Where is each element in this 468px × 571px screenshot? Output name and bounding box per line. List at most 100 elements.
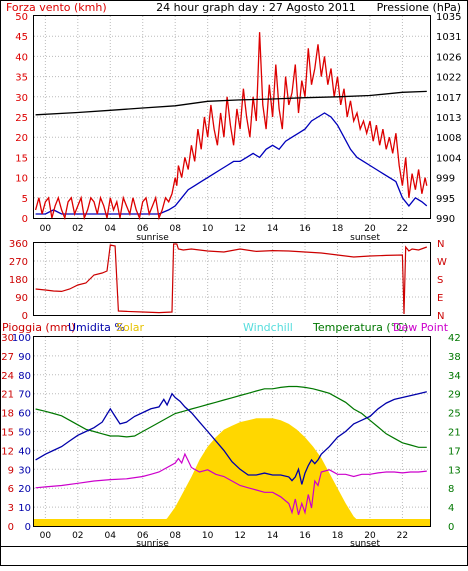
rain-tick-label: 0 — [8, 522, 14, 533]
temperature-tick-label: 8 — [448, 484, 454, 495]
wind-tick-label: 15 — [15, 153, 28, 164]
direction-degree-label: 90 — [15, 293, 28, 304]
humidity-tick-label: 70 — [18, 390, 31, 401]
weather-x-tick-label: 10 — [202, 531, 214, 541]
weather-x-tick-label: 20 — [364, 531, 376, 541]
dewpoint-line — [35, 452, 427, 515]
wind-tick-label: 35 — [15, 73, 28, 84]
humidity-line — [35, 391, 427, 485]
wind-x-tick-label: 14 — [267, 224, 279, 234]
weather-x-tick-label: 14 — [267, 531, 279, 541]
pressure-tick-label: 1008 — [436, 133, 461, 144]
wind-x-tick-label: 10 — [202, 224, 214, 234]
wind-x-tick-label: 08 — [169, 224, 181, 234]
rain-tick-label: 18 — [1, 409, 14, 420]
rain-tick-label: 30 — [1, 333, 14, 344]
direction-degree-label: 0 — [22, 311, 28, 322]
humidity-tick-label: 90 — [18, 352, 31, 363]
humidity-tick-label: 100 — [12, 333, 31, 344]
humidity-tick-label: 10 — [18, 503, 31, 514]
weather-x-tick-label: 12 — [234, 531, 245, 541]
wind-speed-line — [34, 32, 428, 221]
weather-x-tick-label: 22 — [397, 531, 408, 541]
rain-tick-label: 21 — [1, 390, 14, 401]
temperature-line — [35, 385, 427, 448]
humidity-tick-label: 80 — [18, 371, 31, 382]
weather-x-tick-label: 02 — [72, 531, 83, 541]
humidity-tick-label: 60 — [18, 409, 31, 420]
pressure-tick-label: 999 — [436, 174, 455, 185]
direction-compass-label: N — [437, 239, 444, 250]
wind-x-tick-label: 06 — [137, 224, 149, 234]
humidity-tick-label: 50 — [18, 428, 31, 439]
wind-x-tick-label: 16 — [299, 224, 311, 234]
direction-compass-label: W — [437, 257, 447, 268]
temperature-tick-label: 13 — [448, 465, 461, 476]
humidity-tick-label: 40 — [18, 446, 31, 457]
wind-tick-label: 50 — [15, 12, 28, 23]
solar-area — [152, 418, 366, 526]
wind-axis-title: Forza vento (kmh) — [6, 1, 107, 14]
sunrise-label-weather: sunrise — [136, 539, 169, 549]
chart-title: 24 hour graph day : 27 Agosto 2011 — [156, 1, 356, 14]
wind-x-tick-label: 20 — [364, 224, 376, 234]
direction-compass-label: S — [437, 275, 443, 286]
temperature-tick-label: 25 — [448, 409, 461, 420]
temperature-tick-label: 0 — [448, 522, 454, 533]
sunset-label-weather: sunset — [350, 539, 380, 549]
legend-windchill: Windchill — [243, 321, 293, 334]
rain-tick-label: 6 — [8, 484, 14, 495]
wind-x-ticks: 00 02 04 06 08 10 12 14 16 18 20 22 — [40, 224, 409, 234]
wind-tick-label: 20 — [15, 133, 28, 144]
pressure-tick-label: 1031 — [436, 32, 461, 43]
pressure-tick-label: 1013 — [436, 113, 461, 124]
legend-temperature: Temperatura (°C) — [312, 321, 408, 334]
rain-tick-label: 9 — [8, 465, 14, 476]
temperature-tick-label: 21 — [448, 428, 461, 439]
temperature-tick-label: 29 — [448, 390, 461, 401]
avg-wind-line — [35, 112, 428, 215]
wind-tick-label: 5 — [22, 194, 28, 205]
pressure-tick-label: 1017 — [436, 93, 461, 104]
wind-tick-label: 40 — [15, 52, 28, 63]
wind-x-tick-label: 02 — [72, 224, 83, 234]
weather-x-tick-label: 04 — [105, 531, 117, 541]
direction-degree-label: 270 — [9, 257, 28, 268]
wind-x-tick-label: 22 — [397, 224, 408, 234]
wind-tick-label: 0 — [22, 214, 28, 225]
pressure-tick-label: 990 — [436, 214, 455, 225]
rain-tick-label: 27 — [1, 352, 14, 363]
pressure-tick-label: 1004 — [436, 153, 461, 164]
wind-x-tick-label: 04 — [105, 224, 117, 234]
pressure-tick-label: 995 — [436, 194, 455, 205]
direction-compass-label: N — [437, 311, 444, 322]
wind-tick-label: 45 — [15, 32, 28, 43]
pressure-axis-title: Pressione (hPa) — [377, 1, 461, 14]
legend-solar: Solar — [116, 321, 145, 334]
temperature-tick-label: 38 — [448, 352, 461, 363]
humidity-tick-label: 20 — [18, 484, 31, 495]
pressure-tick-label: 1026 — [436, 52, 461, 63]
solar-baseline-bar — [34, 519, 430, 526]
wind-grid — [34, 16, 430, 218]
wind-tick-label: 30 — [15, 93, 28, 104]
pressure-line — [35, 90, 427, 116]
legend-rain: Pioggia (mm) — [2, 321, 75, 334]
wind-x-tick-label: 00 — [40, 224, 52, 234]
weather-panel-frame — [33, 336, 431, 527]
pressure-tick-label: 1022 — [436, 73, 461, 84]
wind-panel-frame — [33, 15, 431, 219]
humidity-tick-label: 30 — [18, 465, 31, 476]
legend-humidity: Umidita % — [68, 321, 125, 334]
temperature-tick-label: 42 — [448, 333, 461, 344]
pressure-right-ticks: 1035 1031 1026 1022 1017 1013 1008 1004 999 995 99… — [436, 12, 461, 225]
direction-degree-label: 180 — [9, 275, 28, 286]
wind-x-tick-label: 12 — [234, 224, 245, 234]
temperature-tick-label: 34 — [448, 371, 461, 382]
weather-x-tick-label: 06 — [137, 531, 149, 541]
weather-x-ticks: 00 02 04 06 08 10 12 14 16 18 20 22 — [40, 531, 409, 541]
